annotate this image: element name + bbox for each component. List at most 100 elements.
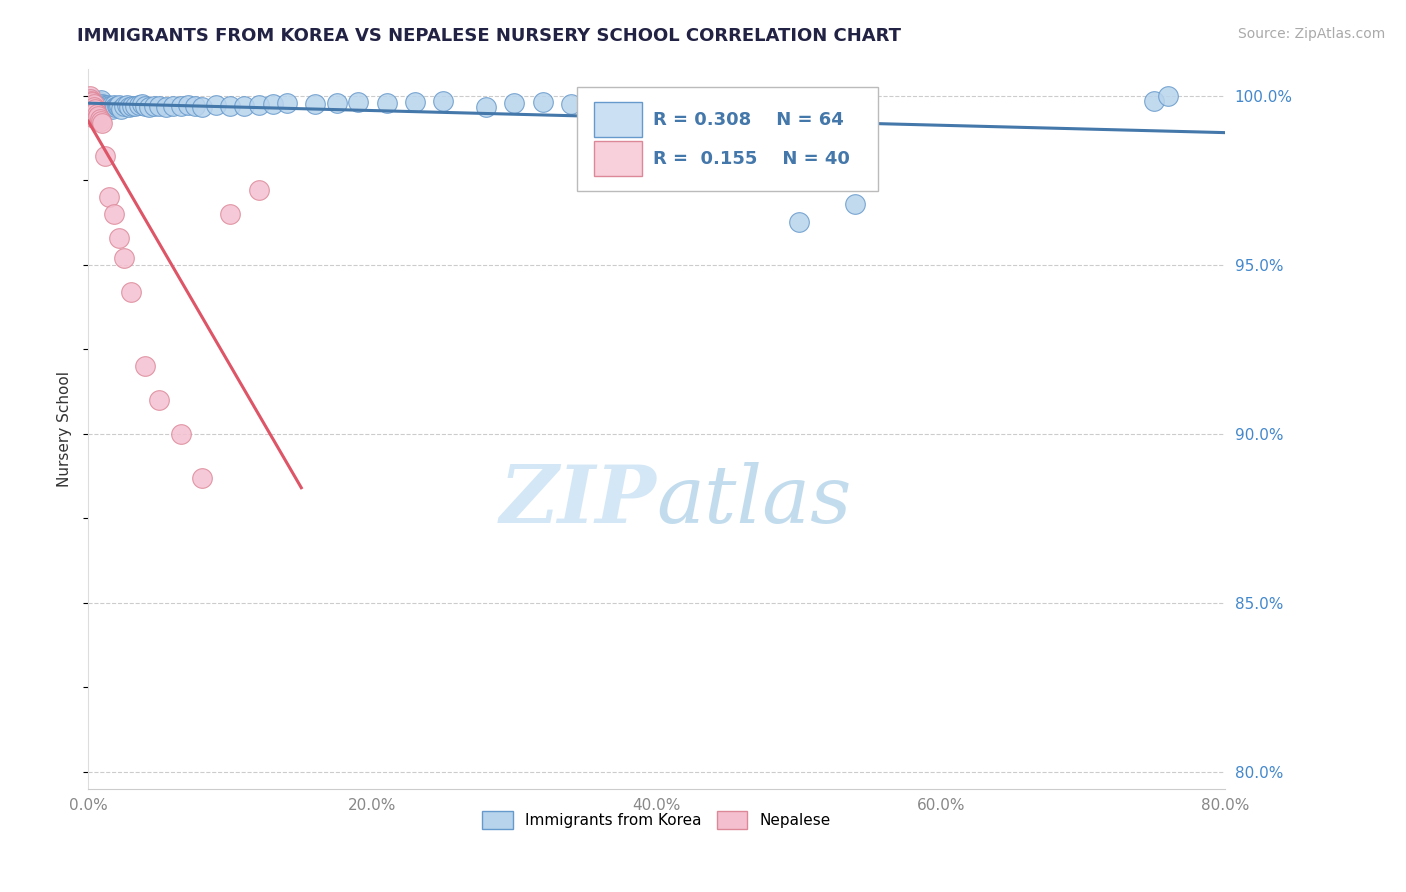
Point bbox=[844, 196, 866, 211]
Point bbox=[103, 98, 125, 112]
Point bbox=[304, 97, 326, 112]
Point bbox=[84, 105, 107, 120]
Point bbox=[108, 230, 131, 244]
Point bbox=[326, 95, 349, 110]
Point bbox=[183, 99, 205, 113]
FancyBboxPatch shape bbox=[576, 87, 879, 191]
Point bbox=[83, 100, 105, 114]
Point bbox=[91, 99, 114, 113]
Y-axis label: Nursery School: Nursery School bbox=[58, 370, 72, 486]
Point bbox=[105, 99, 128, 113]
Point bbox=[79, 88, 101, 103]
Point bbox=[531, 95, 554, 110]
Point bbox=[589, 102, 612, 116]
Point bbox=[82, 92, 104, 106]
Point bbox=[82, 95, 104, 110]
Point bbox=[191, 100, 214, 114]
Point bbox=[155, 100, 177, 114]
Point bbox=[205, 98, 228, 112]
Point bbox=[347, 95, 370, 110]
Point bbox=[134, 99, 156, 113]
Point bbox=[91, 97, 114, 112]
Point bbox=[148, 99, 170, 113]
Legend: Immigrants from Korea, Nepalese: Immigrants from Korea, Nepalese bbox=[477, 805, 837, 835]
Point bbox=[82, 102, 104, 116]
Point bbox=[169, 426, 191, 441]
Point bbox=[94, 99, 117, 113]
Point bbox=[475, 100, 498, 114]
Text: R =  0.155    N = 40: R = 0.155 N = 40 bbox=[654, 150, 851, 168]
FancyBboxPatch shape bbox=[593, 141, 641, 176]
Point bbox=[176, 98, 198, 112]
Point bbox=[112, 251, 135, 265]
Point bbox=[162, 99, 184, 113]
Point bbox=[103, 207, 125, 221]
Point bbox=[87, 109, 110, 123]
Point bbox=[110, 102, 132, 116]
Point bbox=[617, 98, 640, 112]
Point bbox=[79, 102, 101, 116]
Point bbox=[80, 94, 103, 108]
Point bbox=[86, 107, 108, 121]
Point bbox=[142, 99, 165, 113]
Point bbox=[89, 112, 111, 127]
Point bbox=[432, 94, 454, 108]
Point bbox=[1157, 88, 1180, 103]
Point bbox=[276, 95, 298, 110]
Point bbox=[86, 111, 108, 125]
Point bbox=[82, 109, 104, 123]
Point bbox=[79, 99, 101, 113]
Point bbox=[688, 95, 710, 110]
Point bbox=[128, 98, 150, 112]
Text: IMMIGRANTS FROM KOREA VS NEPALESE NURSERY SCHOOL CORRELATION CHART: IMMIGRANTS FROM KOREA VS NEPALESE NURSER… bbox=[77, 27, 901, 45]
Point bbox=[80, 94, 103, 108]
Point bbox=[83, 107, 105, 121]
Point bbox=[262, 97, 284, 112]
Point bbox=[219, 207, 242, 221]
Point bbox=[87, 95, 110, 110]
Point bbox=[1143, 94, 1166, 108]
Point bbox=[80, 100, 103, 114]
Point bbox=[404, 95, 426, 109]
Point bbox=[83, 97, 105, 112]
Point bbox=[121, 99, 143, 113]
Point bbox=[375, 95, 398, 110]
Point bbox=[112, 99, 135, 113]
Point bbox=[787, 215, 810, 229]
Point bbox=[90, 93, 112, 107]
Point bbox=[503, 95, 526, 110]
Point bbox=[97, 98, 120, 112]
Point bbox=[98, 99, 121, 113]
Point bbox=[131, 97, 153, 112]
Point bbox=[101, 102, 124, 116]
Point bbox=[98, 190, 121, 204]
Text: atlas: atlas bbox=[657, 462, 852, 540]
Point bbox=[247, 98, 270, 112]
Point bbox=[107, 99, 129, 113]
Point bbox=[83, 103, 105, 118]
Point bbox=[118, 100, 141, 114]
Point bbox=[134, 359, 156, 373]
Point bbox=[104, 100, 127, 114]
FancyBboxPatch shape bbox=[593, 103, 641, 136]
Point bbox=[84, 102, 107, 116]
Point bbox=[91, 115, 114, 129]
Text: ZIP: ZIP bbox=[499, 462, 657, 540]
Point bbox=[90, 114, 112, 128]
Point bbox=[191, 470, 214, 484]
Point bbox=[83, 95, 105, 110]
Point bbox=[80, 103, 103, 118]
Point bbox=[138, 100, 160, 114]
Point bbox=[659, 97, 682, 112]
Point bbox=[115, 98, 138, 112]
Point bbox=[233, 99, 256, 113]
Point bbox=[169, 99, 191, 113]
Text: Source: ZipAtlas.com: Source: ZipAtlas.com bbox=[1237, 27, 1385, 41]
Point bbox=[108, 98, 131, 112]
Point bbox=[84, 97, 107, 112]
Point bbox=[247, 183, 270, 197]
Text: R = 0.308    N = 64: R = 0.308 N = 64 bbox=[654, 111, 844, 128]
Point bbox=[89, 95, 111, 109]
Point bbox=[96, 100, 118, 114]
Point bbox=[219, 99, 242, 113]
